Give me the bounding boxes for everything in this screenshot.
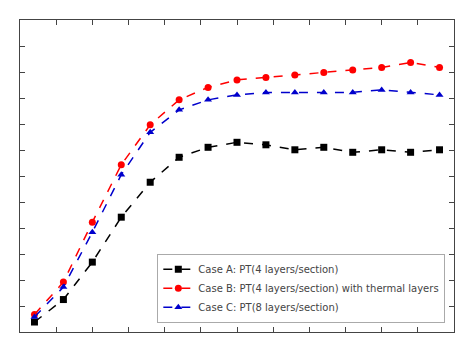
svg-text:Case C: PT(8 layers/section): Case C: PT(8 layers/section) — [198, 302, 338, 313]
svg-text:Case B: PT(4 layers/section) w: Case B: PT(4 layers/section) with therma… — [198, 283, 438, 294]
svg-text:Case A: PT(4 layers/section): Case A: PT(4 layers/section) — [198, 264, 338, 275]
